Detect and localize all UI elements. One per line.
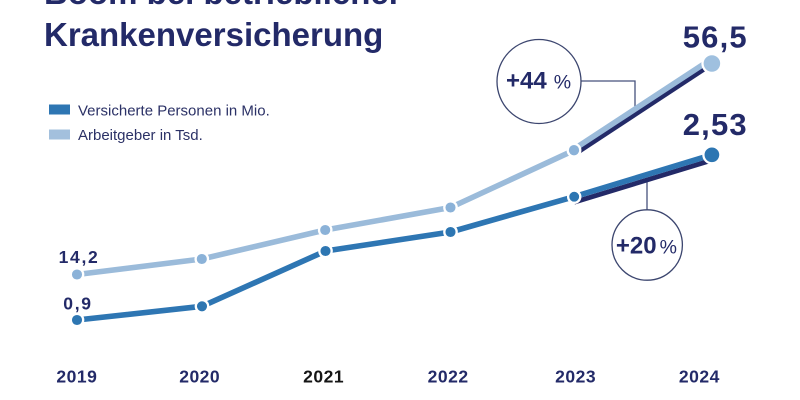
svg-text:Boom bei betrieblicher: Boom bei betrieblicher [44, 0, 402, 11]
svg-text:+20%: +20% [616, 232, 677, 259]
svg-text:Versicherte Personen in Mio.: Versicherte Personen in Mio. [78, 102, 270, 119]
svg-text:14,2: 14,2 [59, 247, 100, 267]
svg-text:+44%: +44% [506, 67, 571, 94]
svg-text:2,53: 2,53 [683, 107, 748, 142]
svg-text:Krankenversicherung: Krankenversicherung [44, 16, 383, 53]
svg-text:56,5: 56,5 [683, 20, 748, 55]
svg-text:2024: 2024 [679, 366, 720, 386]
svg-text:2020: 2020 [179, 366, 220, 386]
svg-text:2019: 2019 [56, 366, 97, 386]
svg-text:2021: 2021 [303, 366, 344, 386]
svg-text:2023: 2023 [555, 366, 596, 386]
svg-text:Arbeitgeber in Tsd.: Arbeitgeber in Tsd. [78, 127, 203, 144]
svg-text:0,9: 0,9 [63, 293, 92, 313]
svg-text:2022: 2022 [428, 366, 469, 386]
